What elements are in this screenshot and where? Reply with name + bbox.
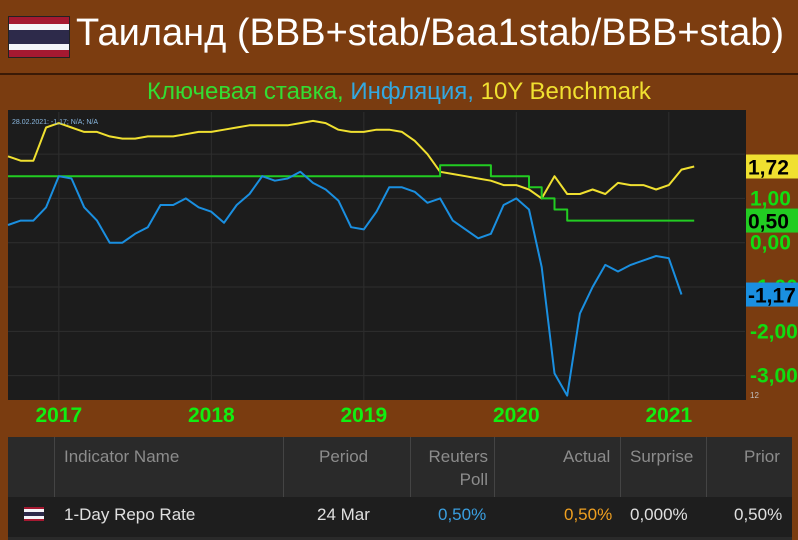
series-line-0 bbox=[7, 119, 695, 200]
indicator-name: 1-Day Repo Rate bbox=[64, 505, 196, 524]
x-small-label: 12 bbox=[750, 391, 759, 400]
y-tick-label: -2,00 bbox=[750, 320, 798, 343]
y-tick-label: 1,00 bbox=[750, 187, 791, 210]
thailand-flag-icon bbox=[8, 16, 70, 58]
header-divider bbox=[0, 73, 798, 75]
prior-value: 0,50% bbox=[734, 505, 783, 524]
y-tick-label: 0,00 bbox=[750, 232, 791, 255]
actual-value: 0,50% bbox=[564, 505, 613, 524]
series-layer bbox=[7, 119, 695, 397]
value-label: 0,50 bbox=[748, 211, 789, 234]
column-divider bbox=[706, 437, 707, 537]
thailand-flag-icon bbox=[24, 507, 44, 521]
col-indicator-name[interactable]: Indicator Name bbox=[64, 447, 180, 466]
y-tick-label: -3,00 bbox=[750, 365, 798, 388]
series-line-2 bbox=[7, 170, 683, 397]
legend-key-rate: Ключевая ставка, bbox=[147, 78, 344, 105]
column-divider bbox=[410, 437, 411, 537]
col-period[interactable]: Period bbox=[319, 447, 369, 466]
period-value: 24 Mar bbox=[317, 505, 370, 524]
page-title: Таиланд (BBB+stab/Baa1stab/BBB+stab) bbox=[76, 12, 784, 54]
column-divider bbox=[283, 437, 284, 537]
column-divider bbox=[494, 437, 495, 537]
surprise-value: 0,000% bbox=[630, 505, 688, 524]
indicator-table: Indicator Name Period Reuters Poll Actua… bbox=[8, 437, 792, 540]
reuters-poll-value: 0,50% bbox=[438, 505, 487, 524]
x-tick-label: 2017 bbox=[35, 404, 82, 427]
value-label: 1,72 bbox=[748, 156, 789, 179]
x-tick-label: 2021 bbox=[645, 404, 692, 427]
col-prior[interactable]: Prior bbox=[744, 447, 780, 466]
table-header: Indicator Name Period Reuters Poll Actua… bbox=[8, 437, 792, 495]
value-label-box bbox=[746, 208, 798, 233]
col-actual[interactable]: Actual bbox=[563, 447, 611, 466]
col-reuters-poll[interactable]: Reuters Poll bbox=[428, 447, 488, 489]
header: Таиланд (BBB+stab/Baa1stab/BBB+stab) bbox=[0, 0, 798, 74]
x-tick-label: 2018 bbox=[188, 404, 235, 427]
axis-layer: 1,000,00-1,00-2,00-3,001,720,50-1,172017… bbox=[35, 154, 798, 427]
value-label: -1,17 bbox=[748, 285, 796, 308]
legend-inflation: Инфляция, bbox=[343, 78, 474, 105]
grid bbox=[8, 112, 745, 400]
column-divider bbox=[620, 437, 621, 537]
value-label-box bbox=[746, 282, 798, 307]
plot-background bbox=[8, 110, 746, 400]
table-row[interactable]: 1-Day Repo Rate 24 Mar 0,50% 0,50% 0,000… bbox=[8, 497, 792, 537]
value-label-box bbox=[746, 154, 798, 179]
top-readout: 28.02.2021: -1,17; N/A; N/A bbox=[12, 119, 98, 126]
x-tick-label: 2020 bbox=[493, 404, 540, 427]
col-surprise[interactable]: Surprise bbox=[630, 447, 694, 466]
series-line-1 bbox=[8, 164, 695, 222]
chart-legend-subtitle: Ключевая ставка, Инфляция, 10Y Benchmark bbox=[0, 78, 798, 106]
legend-10y-benchmark: 10Y Benchmark bbox=[473, 78, 651, 105]
x-tick-label: 2019 bbox=[340, 404, 387, 427]
column-divider bbox=[54, 437, 55, 537]
